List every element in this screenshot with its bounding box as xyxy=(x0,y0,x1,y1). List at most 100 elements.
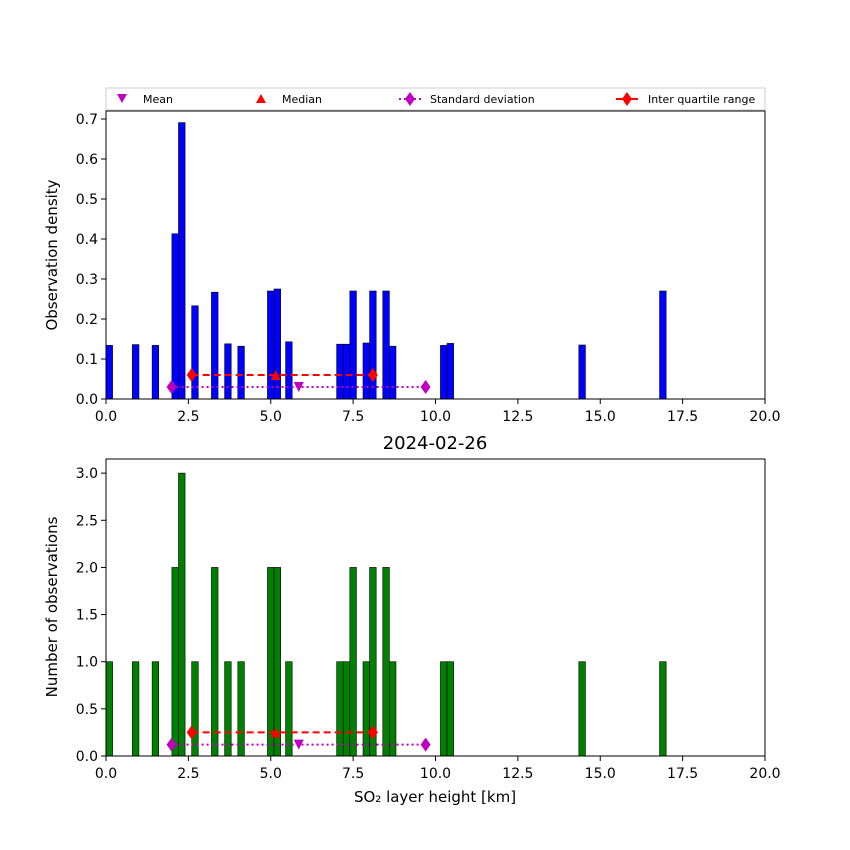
density-y-axis-label: Observation density xyxy=(43,179,61,330)
density-bar xyxy=(171,233,179,400)
count-bar xyxy=(382,567,390,757)
density-bar xyxy=(151,345,160,400)
density-y-tick-label: 0.1 xyxy=(76,352,98,368)
density-y-tick-label: 0.3 xyxy=(76,272,98,288)
density-bar xyxy=(273,288,281,400)
density-bar xyxy=(446,343,454,400)
density-y-tick-label: 0.5 xyxy=(76,192,98,208)
density-y-axis: 0.0 0.1 0.2 0.3 0.4 0.5 0.6 0.7 xyxy=(76,112,106,408)
density-iqr-marker xyxy=(367,368,378,382)
density-x-tick-label: 5.0 xyxy=(260,409,282,425)
count-y-tick-label: 2.0 xyxy=(76,560,98,576)
count-x-tick-label: 10.0 xyxy=(420,766,451,782)
count-chart: 0.0 2.5 5.0 7.5 10.0 12.5 15.0 17.5 20.0 0.0 0.5 1… xyxy=(43,458,781,806)
density-bar xyxy=(285,341,293,400)
density-bar xyxy=(659,290,667,400)
count-x-tick-label: 15.0 xyxy=(585,766,616,782)
count-y-tick-label: 3.0 xyxy=(76,466,98,482)
count-bar xyxy=(336,661,344,757)
count-mean-marker xyxy=(293,739,304,750)
count-bar xyxy=(578,661,586,757)
density-x-tick-label: 2.5 xyxy=(177,409,199,425)
count-bar xyxy=(273,567,281,757)
count-x-tick-label: 17.5 xyxy=(667,766,698,782)
density-median-marker xyxy=(270,370,281,380)
legend-frame xyxy=(105,87,766,111)
density-bar xyxy=(440,345,448,400)
chart-date-title: 2024-02-26 xyxy=(383,433,488,454)
count-x-tick-label: 5.0 xyxy=(260,766,282,782)
count-bar xyxy=(178,472,186,757)
count-x-tick-label: 2.5 xyxy=(177,766,199,782)
count-bar xyxy=(151,661,160,757)
count-x-tick-label: 12.5 xyxy=(502,766,533,782)
legend: Mean Median Standard deviation Inter qua… xyxy=(105,87,766,111)
count-x-axis: 0.0 2.5 5.0 7.5 10.0 12.5 15.0 17.5 20.0 xyxy=(95,756,781,782)
legend-std-marker xyxy=(405,92,415,106)
density-bar xyxy=(105,345,113,400)
count-x-axis-label: SO₂ layer height [km] xyxy=(354,788,516,806)
count-y-tick-label: 0.5 xyxy=(76,702,98,718)
count-bar xyxy=(446,661,454,757)
count-median-marker xyxy=(270,727,281,738)
legend-mean-label: Mean xyxy=(143,93,173,106)
count-bar xyxy=(211,567,219,757)
density-y-tick-label: 0.0 xyxy=(76,392,98,408)
count-std-marker xyxy=(166,737,177,752)
count-bar xyxy=(237,661,245,757)
density-bar xyxy=(389,345,397,400)
count-y-axis: 0.0 0.5 1.0 1.5 2.0 2.5 3.0 xyxy=(76,466,106,765)
density-x-tick-label: 20.0 xyxy=(749,409,780,425)
density-bar xyxy=(349,290,357,400)
legend-iqr-marker xyxy=(622,92,632,106)
density-std-marker xyxy=(420,380,431,394)
legend-std-label: Standard deviation xyxy=(430,93,535,106)
density-bar xyxy=(369,290,377,400)
density-bar xyxy=(336,343,344,400)
legend-mean-marker xyxy=(117,94,127,103)
count-bar xyxy=(389,661,397,757)
density-std-marker xyxy=(166,380,177,394)
density-iqr-marker xyxy=(186,368,197,382)
density-bar xyxy=(237,345,245,400)
density-bar xyxy=(132,344,140,400)
density-y-tick-label: 0.7 xyxy=(76,112,98,128)
count-bar xyxy=(440,661,448,757)
count-bar xyxy=(362,661,370,757)
density-y-tick-label: 0.2 xyxy=(76,312,98,328)
count-stats-markers xyxy=(166,725,431,752)
density-chart: 0.0 2.5 5.0 7.5 10.0 12.5 15.0 17.5 20.0 0.00.10… xyxy=(43,110,781,425)
legend-median-label: Median xyxy=(282,93,322,106)
density-x-tick-label: 17.5 xyxy=(667,409,698,425)
density-y-tick-label: 0.6 xyxy=(76,152,98,168)
density-bar xyxy=(578,344,586,400)
count-std-marker xyxy=(420,737,431,752)
count-bar xyxy=(171,567,179,757)
density-bar xyxy=(191,305,199,400)
density-x-tick-label: 15.0 xyxy=(585,409,616,425)
count-y-tick-label: 0.0 xyxy=(76,749,98,765)
count-bar xyxy=(349,567,357,757)
legend-iqr-label: Inter quartile range xyxy=(648,93,755,106)
count-bar xyxy=(342,661,351,757)
density-bar xyxy=(178,122,186,400)
count-iqr-marker xyxy=(367,725,378,740)
count-bar xyxy=(105,661,113,757)
count-bar xyxy=(267,567,275,757)
count-y-axis-label: Number of observations xyxy=(43,516,61,697)
density-x-tick-label: 12.5 xyxy=(502,409,533,425)
density-bar xyxy=(267,290,275,400)
count-iqr-marker xyxy=(186,725,197,740)
density-bar xyxy=(382,290,390,400)
legend-median-marker xyxy=(256,94,266,103)
count-x-tick-label: 20.0 xyxy=(749,766,780,782)
count-y-tick-label: 1.0 xyxy=(76,655,98,671)
density-x-axis: 0.0 2.5 5.0 7.5 10.0 12.5 15.0 17.5 20.0 xyxy=(95,399,781,425)
density-x-tick-label: 7.5 xyxy=(342,409,364,425)
count-bar xyxy=(191,661,199,757)
count-x-tick-label: 0.0 xyxy=(95,766,117,782)
density-stats-markers xyxy=(166,368,431,394)
density-y-tick-label: 0.4 xyxy=(76,232,98,248)
